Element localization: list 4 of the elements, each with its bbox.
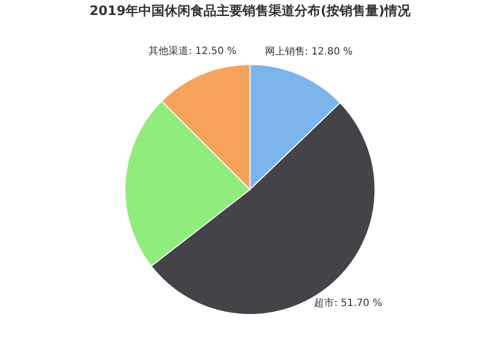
slice-label: 其他渠道: 12.50 %: [148, 44, 237, 57]
slice-label: 超市: 51.70 %: [314, 296, 382, 309]
slice-label: 网上销售: 12.80 %: [264, 45, 353, 58]
chart-title: 2019年中国休闲食品主要销售渠道分布(按销售量)情况: [89, 3, 412, 19]
